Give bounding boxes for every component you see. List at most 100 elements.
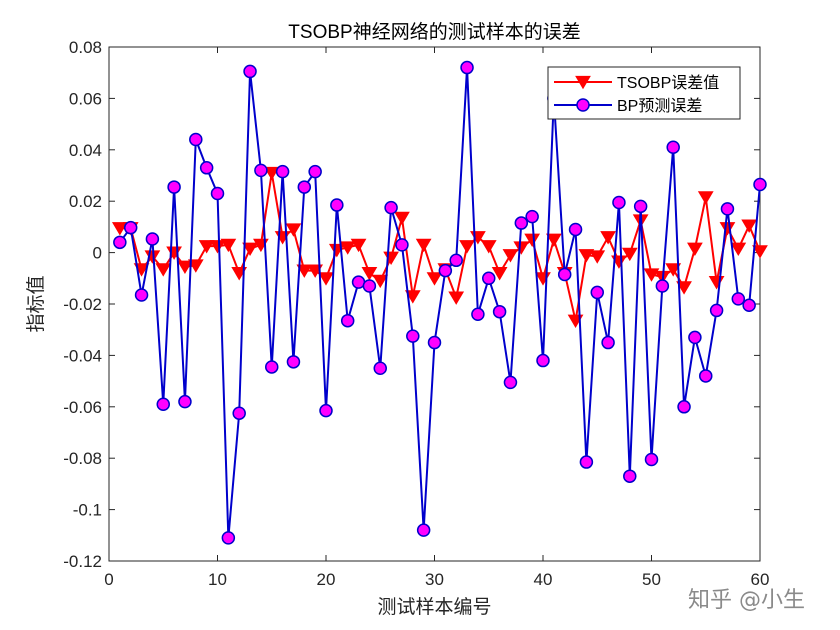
data-point xyxy=(221,531,236,545)
data-point xyxy=(134,288,149,302)
data-point xyxy=(590,285,604,300)
data-point xyxy=(394,211,410,226)
data-point xyxy=(720,202,735,216)
data-point xyxy=(189,132,203,147)
data-point xyxy=(524,233,541,248)
data-point xyxy=(753,177,767,192)
x-tick-label: 60 xyxy=(751,570,770,589)
data-point xyxy=(373,361,387,375)
data-point xyxy=(372,274,389,289)
data-point xyxy=(265,360,279,374)
data-point xyxy=(536,353,550,368)
data-point xyxy=(731,292,746,306)
data-point xyxy=(362,279,377,293)
data-point xyxy=(145,232,160,246)
data-point xyxy=(719,222,736,236)
data-point xyxy=(699,369,713,383)
data-point xyxy=(254,163,268,178)
data-point xyxy=(513,241,530,255)
x-tick-label: 0 xyxy=(104,570,113,589)
x-tick-label: 30 xyxy=(425,570,444,589)
data-point xyxy=(263,166,280,181)
data-point xyxy=(677,400,691,414)
data-point xyxy=(579,455,594,469)
data-point xyxy=(404,290,421,304)
watermark: 知乎 @小生 xyxy=(688,588,805,613)
data-point xyxy=(330,198,344,212)
data-point xyxy=(741,219,758,233)
data-point xyxy=(448,291,465,305)
data-point xyxy=(545,233,562,248)
data-point xyxy=(198,240,215,254)
data-point xyxy=(665,263,682,277)
data-point xyxy=(199,161,214,175)
data-point xyxy=(612,195,626,210)
data-point xyxy=(644,452,659,467)
data-point xyxy=(232,406,246,420)
y-tick-label: -0.1 xyxy=(73,501,102,520)
y-tick-label: 0.06 xyxy=(69,89,102,108)
x-tick-label: 20 xyxy=(317,570,336,589)
y-tick-label: 0.04 xyxy=(69,141,102,160)
data-point xyxy=(113,235,127,250)
data-point xyxy=(687,242,703,257)
y-tick-label: 0.02 xyxy=(69,192,102,211)
data-point xyxy=(568,222,583,237)
data-point xyxy=(655,279,670,293)
data-point xyxy=(220,238,237,253)
data-point xyxy=(503,375,518,390)
data-point xyxy=(601,335,615,350)
y-tick-label: 0.08 xyxy=(69,38,102,57)
data-point xyxy=(406,329,420,343)
data-point xyxy=(752,245,768,259)
data-point xyxy=(438,263,453,278)
x-tick-label: 50 xyxy=(642,570,661,589)
plot-area xyxy=(108,46,761,562)
data-point xyxy=(209,240,226,254)
data-point xyxy=(286,355,301,369)
data-point xyxy=(167,180,181,194)
y-tick-label: -0.04 xyxy=(63,346,102,365)
data-point xyxy=(623,469,637,483)
data-point xyxy=(426,272,443,286)
y-tick-label: 0 xyxy=(93,244,102,263)
data-point xyxy=(340,313,355,328)
legend-marker xyxy=(575,75,591,90)
data-point xyxy=(666,140,680,154)
data-point xyxy=(525,209,539,224)
data-point xyxy=(676,281,692,295)
data-point xyxy=(156,397,170,411)
data-point xyxy=(319,403,333,418)
data-point xyxy=(178,394,192,409)
data-point xyxy=(242,242,258,257)
data-point xyxy=(688,330,702,345)
data-point xyxy=(296,264,313,278)
legend-label: TSOBP误差值 xyxy=(617,74,719,92)
y-tick-label: -0.08 xyxy=(63,449,102,468)
chart-title: TSOBP神经网络的测试样本的误差 xyxy=(288,21,580,43)
data-point xyxy=(482,271,496,286)
data-point xyxy=(730,242,747,257)
data-point xyxy=(187,259,204,273)
data-point xyxy=(395,238,409,252)
data-point xyxy=(557,267,572,282)
data-point xyxy=(155,263,172,277)
data-point xyxy=(285,223,302,237)
data-point xyxy=(361,267,378,281)
data-point xyxy=(308,164,322,179)
y-tick-label: -0.06 xyxy=(63,398,102,417)
data-point xyxy=(600,231,616,245)
data-point xyxy=(350,238,367,253)
data-point xyxy=(709,303,724,318)
data-point xyxy=(111,222,128,236)
data-point xyxy=(697,191,714,205)
data-point xyxy=(275,164,290,179)
legend-label: BP预测误差 xyxy=(617,97,702,115)
data-point xyxy=(177,260,193,275)
data-point xyxy=(471,307,485,322)
y-axis-label: 指标值 xyxy=(25,275,47,332)
data-point xyxy=(460,60,474,75)
x-axis-label: 测试样本编号 xyxy=(377,596,491,618)
data-point xyxy=(492,304,507,319)
